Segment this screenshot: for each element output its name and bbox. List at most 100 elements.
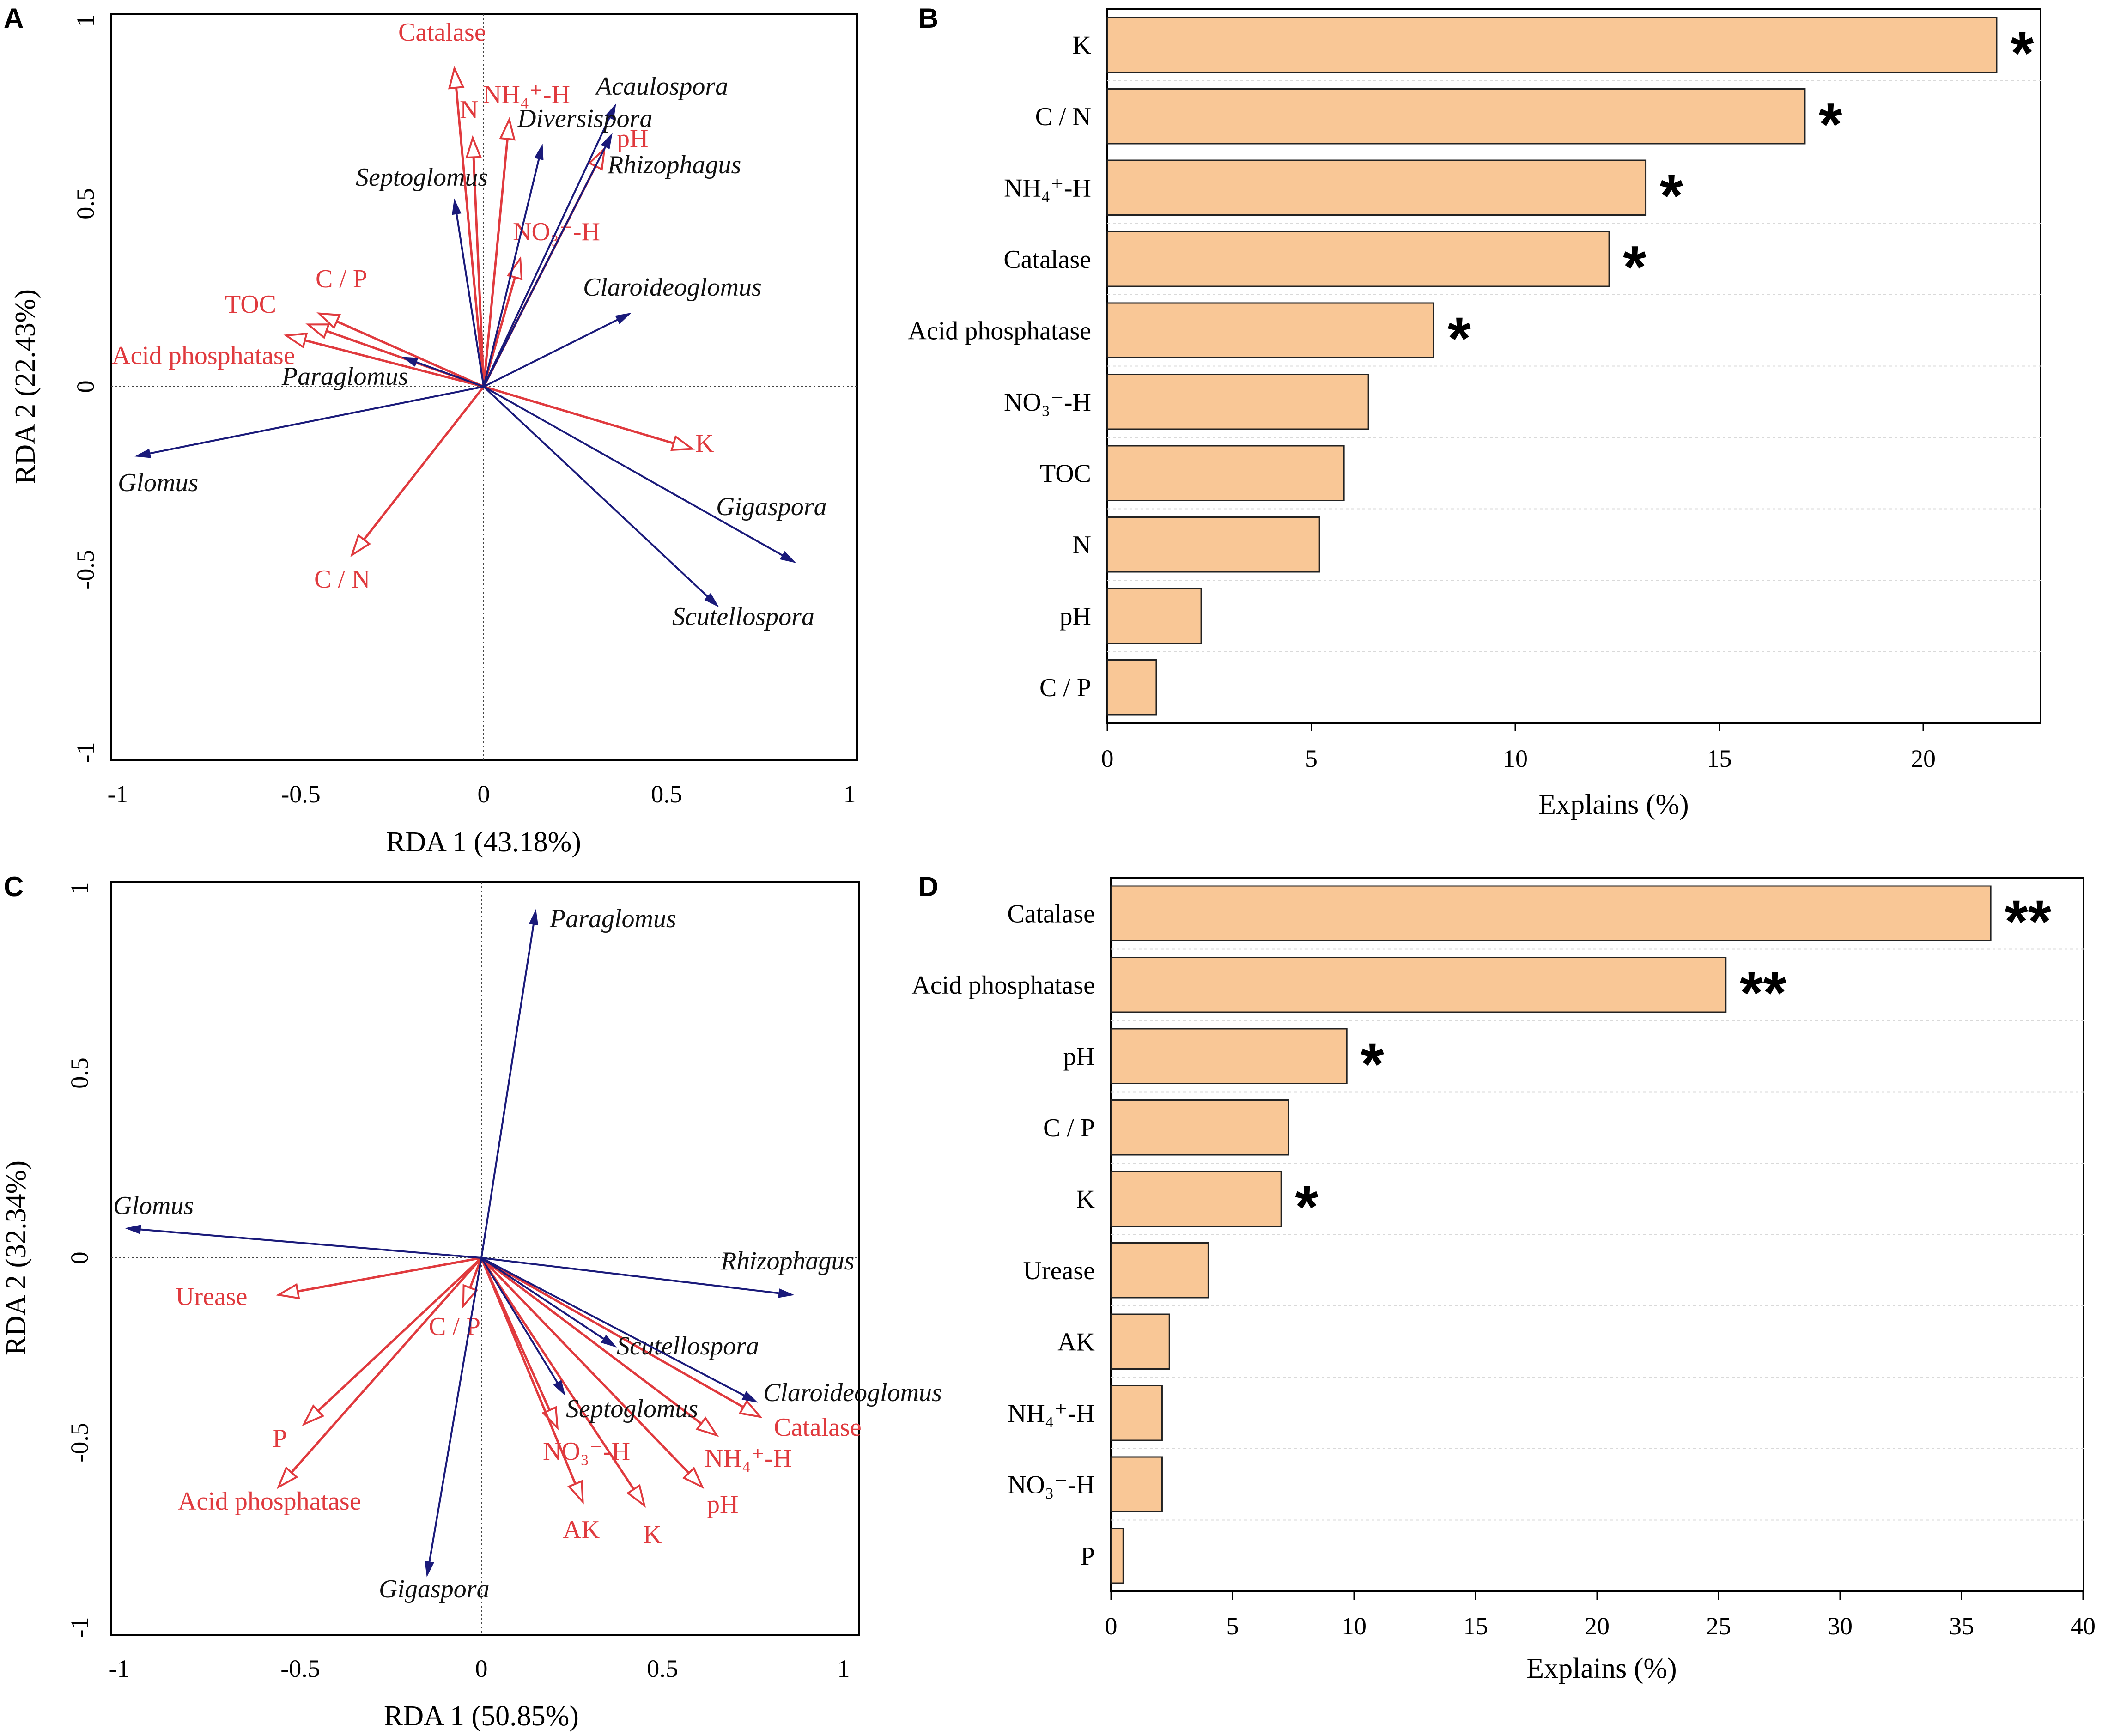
response-arrow-line [416, 361, 484, 388]
y-axis-ticks-a: -1 -0.5 0 0.5 1 [72, 15, 99, 763]
category-label: AK [1057, 1328, 1095, 1356]
rda-arrows-c: Urease C / P P Acid phosphatase NO₃⁻-H AK KpH N… [111, 882, 942, 1635]
plot-frame-c [110, 881, 860, 1636]
x-tick-label: -0.5 [280, 1655, 320, 1682]
bar [1106, 374, 1369, 430]
significance-marker: * [1819, 91, 1842, 158]
response-arrow-line [456, 213, 485, 387]
response-label: Paraglomus [281, 362, 408, 391]
response-arrow-line [480, 1257, 605, 1340]
x-axis-ticks-c: -1 -0.5 0 0.5 1 [109, 1655, 850, 1682]
response-arrow-line [481, 1257, 779, 1294]
panel-letter-b: B [918, 3, 938, 34]
x-axis-label-d: Explains (%) [1526, 1653, 1677, 1684]
x-axis-ticks-a: -1 -0.5 0 0.5 1 [108, 780, 856, 808]
response-label: Claroideoglomus [583, 273, 762, 302]
y-tick-label: 1 [72, 15, 99, 27]
x-tick-label: 0.5 [647, 1655, 678, 1682]
response-label: Gigaspora [716, 492, 827, 521]
explanatory-arrow-line [480, 1257, 577, 1485]
explanatory-arrow-line [469, 1257, 483, 1288]
explanatory-arrow-line [317, 1257, 482, 1412]
y-tick-label: 0.5 [66, 1057, 93, 1089]
explanatory-label: AK [563, 1516, 600, 1544]
x-tick-label: 1 [844, 780, 856, 808]
bar [1106, 159, 1647, 216]
response-arrowhead [704, 593, 719, 607]
explanatory-label: K [695, 429, 714, 458]
response-arrowhead [529, 909, 539, 926]
explanatory-label: NH₄⁺-H [483, 80, 570, 109]
category-label: Acid phosphatase [911, 971, 1095, 1000]
bar [1110, 1028, 1348, 1084]
category-label: TOC [1040, 459, 1091, 488]
explanatory-label: P [273, 1424, 287, 1453]
response-arrowhead [615, 313, 632, 324]
response-arrowhead [601, 133, 613, 149]
y-tick-label: -0.5 [72, 550, 99, 589]
bar [1106, 516, 1320, 573]
explanatory-arrow-line [480, 1256, 744, 1408]
response-label: Scutellospora [617, 1332, 759, 1360]
y-axis-label-c: RDA 2 (32.34%) [0, 1160, 32, 1355]
category-label: NO₃⁻-H [1004, 388, 1091, 417]
panel-d: D Explains (%) Catalase **Acid phosphatas… [911, 871, 2096, 1684]
y-axis-label-a: RDA 2 (22.43%) [10, 289, 41, 484]
response-arrowhead [134, 449, 152, 458]
explanatory-arrowhead [448, 66, 465, 90]
explanatory-label: Acid phosphatase [178, 1487, 361, 1516]
x-axis-label-a: RDA 1 (43.18%) [386, 826, 581, 858]
explanatory-arrowhead [316, 312, 341, 329]
response-arrowhead [401, 357, 419, 367]
category-label: C / P [1043, 1114, 1095, 1142]
category-label: NH₄⁺-H [1008, 1399, 1095, 1428]
y-tick-label: 0 [72, 381, 99, 393]
bar [1106, 302, 1434, 358]
category-label: Urease [1023, 1256, 1095, 1285]
response-arrow-line [428, 1257, 482, 1562]
bar [1110, 1171, 1282, 1227]
panel-b: B Explains (%) K * C / N * NH₄⁺-H * Catalase * A… [908, 3, 2041, 820]
bar [1110, 1456, 1163, 1512]
bar [1110, 957, 1727, 1013]
explanatory-arrow-line [483, 385, 674, 445]
response-arrow-line [483, 386, 784, 557]
y-tick-label: -0.5 [66, 1423, 93, 1462]
explanatory-arrow-line [297, 1256, 482, 1293]
x-axis-label-c: RDA 1 (50.85%) [384, 1700, 579, 1732]
y-tick-label: -1 [72, 742, 99, 763]
explanatory-arrowhead [465, 135, 482, 159]
response-arrow-line [483, 117, 611, 387]
response-label: Glomus [118, 468, 198, 497]
response-label: Septoglomus [566, 1395, 698, 1423]
response-arrowhead [534, 143, 544, 160]
explanatory-arrow-line [336, 320, 485, 388]
x-tick-label: 20 [1585, 1612, 1610, 1640]
category-label: NH₄⁺-H [1004, 174, 1091, 202]
explanatory-arrow-line [455, 87, 485, 387]
response-label: Paraglomus [549, 904, 676, 933]
explanatory-label: pH [707, 1490, 738, 1519]
explanatory-arrowhead [462, 1284, 479, 1309]
response-arrow-line [149, 386, 484, 455]
y-axis-ticks-c: -1 -0.5 0 0.5 1 [66, 882, 93, 1638]
explanatory-arrowhead [302, 1404, 325, 1426]
explanatory-label: pH [617, 124, 648, 153]
bar [1106, 588, 1202, 644]
explanatory-arrowhead [682, 1466, 705, 1489]
response-label: Septoglomus [356, 163, 488, 192]
significance-marker: ** [2005, 887, 2052, 955]
x-tick-label: 5 [1227, 1612, 1239, 1640]
response-label: Gigaspora [379, 1575, 490, 1603]
bar [1106, 445, 1345, 501]
explanatory-arrow-line [480, 1257, 635, 1490]
x-tick-label: -1 [108, 780, 128, 808]
significance-marker: * [1660, 162, 1683, 229]
x-tick-label: 0 [1101, 745, 1114, 772]
explanatory-arrow-line [482, 139, 509, 387]
bar [1110, 1313, 1170, 1370]
response-arrowhead [553, 1380, 566, 1396]
explanatory-arrowhead [276, 1283, 300, 1299]
explanatory-arrowhead [738, 1399, 763, 1418]
